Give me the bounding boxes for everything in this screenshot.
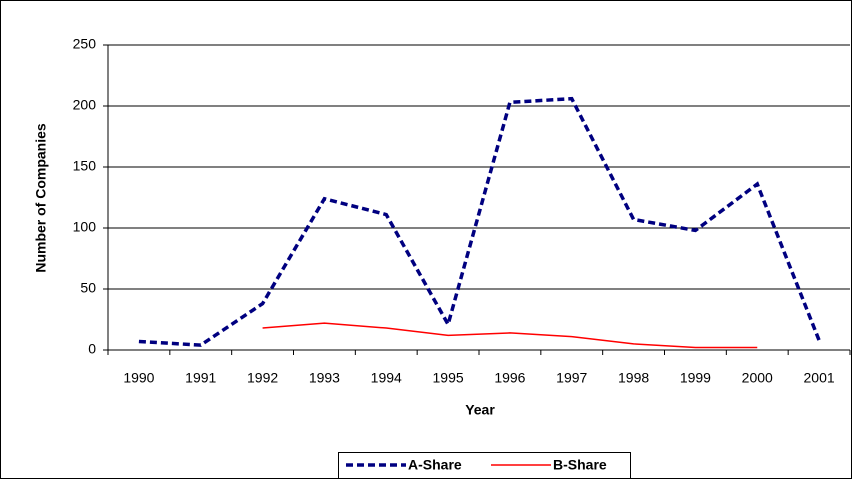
- y-axis-label: Number of Companies: [33, 123, 49, 273]
- x-tick-label: 1994: [371, 370, 402, 386]
- x-tick-label: 1993: [309, 370, 340, 386]
- x-tick-label: 1995: [433, 370, 464, 386]
- y-tick-label: 200: [73, 97, 97, 113]
- y-tick-label: 100: [73, 219, 97, 235]
- y-tick-label: 50: [80, 280, 96, 296]
- x-axis-label: Year: [465, 402, 495, 418]
- x-tick-label: 1997: [556, 370, 587, 386]
- legend-label: B-Share: [553, 457, 607, 473]
- legend-label: A-Share: [408, 457, 462, 473]
- x-tick-label: 2001: [804, 370, 835, 386]
- x-tick-label: 1992: [247, 370, 278, 386]
- x-tick-label: 2000: [742, 370, 773, 386]
- legend: A-Share B-Share: [338, 452, 631, 479]
- y-tick-label: 150: [73, 158, 97, 174]
- x-tick-label: 1999: [680, 370, 711, 386]
- y-tick-label: 250: [73, 36, 97, 52]
- x-tick-label: 1990: [123, 370, 154, 386]
- series-line: [262, 322, 758, 349]
- y-tick-label: 0: [88, 341, 96, 357]
- series-line: [138, 96, 821, 347]
- legend-box: [338, 452, 631, 479]
- x-tick-label: 1996: [494, 370, 525, 386]
- x-tick-label: 1991: [185, 370, 216, 386]
- x-tick-label: 1998: [618, 370, 649, 386]
